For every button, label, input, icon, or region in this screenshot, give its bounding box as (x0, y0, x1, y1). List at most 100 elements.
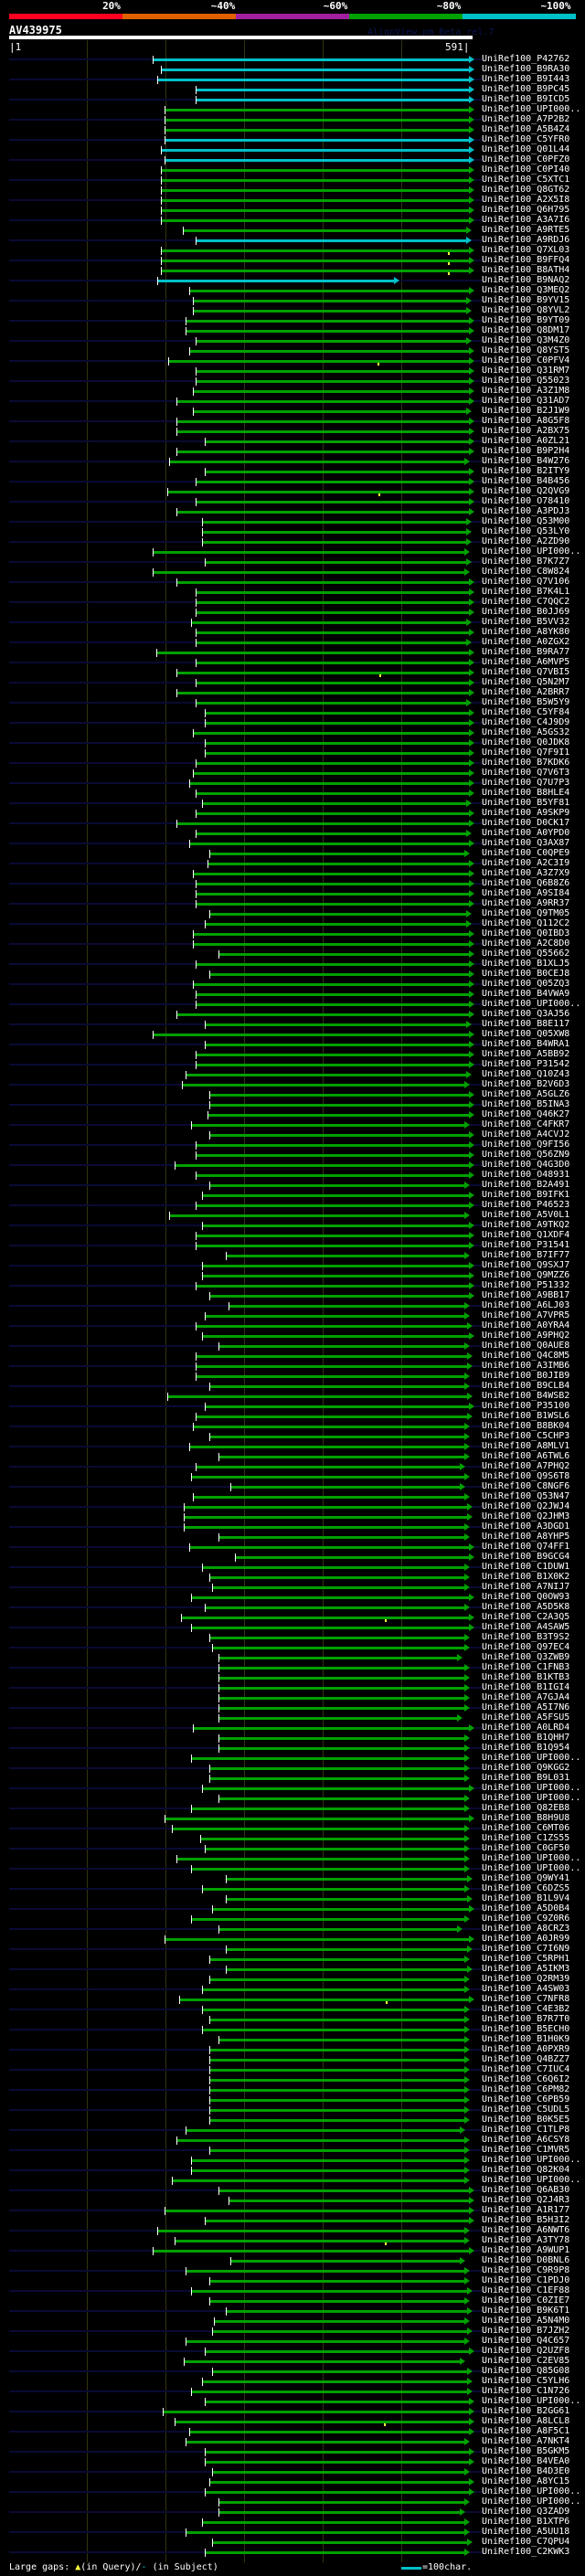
alignment-label-link[interactable]: UniRef100_Q2QVG9 (482, 486, 570, 496)
alignment-bar[interactable] (188, 1445, 464, 1448)
alignment-label-link[interactable]: UniRef100_B7K7Z7 (482, 557, 570, 567)
alignment-bar[interactable] (209, 1103, 469, 1107)
alignment-bar[interactable] (202, 1887, 464, 1891)
alignment-label-link[interactable]: UniRef100_Q2JHM3 (482, 1511, 570, 1521)
alignment-bar[interactable] (153, 550, 464, 554)
alignment-bar[interactable] (165, 1937, 469, 1941)
alignment-label-link[interactable]: UniRef100_A3DGD1 (482, 1521, 570, 1532)
alignment-bar[interactable] (230, 2259, 461, 2263)
alignment-label-link[interactable]: UniRef100_C2EV85 (482, 2356, 570, 2366)
alignment-bar[interactable] (202, 801, 467, 805)
alignment-bar[interactable] (171, 1827, 464, 1830)
alignment-bar[interactable] (195, 379, 469, 383)
alignment-label-link[interactable]: UniRef100_Q3AJ56 (482, 1009, 570, 1019)
alignment-bar[interactable] (193, 1495, 464, 1499)
alignment-bar[interactable] (209, 1133, 469, 1137)
alignment-label-link[interactable]: UniRef100_Q31RM7 (482, 366, 570, 376)
alignment-bar[interactable] (188, 1545, 469, 1549)
alignment-bar[interactable] (204, 1314, 464, 1318)
alignment-bar[interactable] (182, 1083, 464, 1087)
alignment-label-link[interactable]: UniRef100_B4W276 (482, 456, 570, 466)
alignment-label-link[interactable]: UniRef100_A7PHQ2 (482, 1461, 570, 1471)
alignment-bar[interactable] (176, 822, 469, 825)
alignment-bar[interactable] (214, 2319, 464, 2323)
alignment-label-link[interactable]: UniRef100_A1R177 (482, 2205, 570, 2215)
alignment-label-link[interactable]: UniRef100_Q8GT62 (482, 185, 570, 195)
alignment-label-link[interactable]: UniRef100_B9FFQ4 (482, 255, 570, 265)
alignment-bar[interactable] (176, 399, 469, 403)
alignment-bar[interactable] (209, 1977, 464, 1981)
alignment-label-link[interactable]: UniRef100_A8YHP5 (482, 1532, 570, 1542)
alignment-bar[interactable] (202, 1224, 469, 1227)
alignment-bar[interactable] (186, 319, 469, 323)
alignment-bar[interactable] (195, 500, 469, 504)
alignment-bar[interactable] (204, 2450, 469, 2454)
alignment-bar[interactable] (218, 2038, 464, 2041)
alignment-label-link[interactable]: UniRef100_C1EF88 (482, 2285, 570, 2295)
alignment-label-link[interactable]: UniRef100_UPI000.. (482, 2175, 581, 2185)
alignment-bar[interactable] (204, 1847, 464, 1850)
alignment-label-link[interactable]: UniRef100_Q2UZF8 (482, 2346, 570, 2356)
alignment-bar[interactable] (211, 1907, 469, 1911)
alignment-bar[interactable] (209, 2148, 464, 2152)
alignment-label-link[interactable]: UniRef100_Q2JWJ4 (482, 1501, 570, 1511)
alignment-bar[interactable] (195, 239, 467, 242)
alignment-bar[interactable] (195, 681, 469, 684)
alignment-bar[interactable] (193, 299, 467, 302)
alignment-label-link[interactable]: UniRef100_B1L9V4 (482, 1893, 570, 1903)
alignment-bar[interactable] (204, 2460, 469, 2464)
alignment-label-link[interactable]: UniRef100_A8F5C1 (482, 2426, 570, 2436)
alignment-label-link[interactable]: UniRef100_C7QQC2 (482, 597, 570, 607)
alignment-bar[interactable] (195, 1234, 469, 1237)
alignment-bar[interactable] (195, 832, 467, 835)
alignment-bar[interactable] (191, 620, 467, 624)
alignment-label-link[interactable]: UniRef100_A2C8D0 (482, 938, 570, 949)
alignment-label-link[interactable]: UniRef100_A0ZL21 (482, 436, 570, 446)
alignment-label-link[interactable]: UniRef100_Q7VBI5 (482, 667, 570, 677)
alignment-label-link[interactable]: UniRef100_Q7V6T3 (482, 768, 570, 778)
alignment-bar[interactable] (209, 2480, 469, 2484)
alignment-bar[interactable] (195, 1244, 469, 1247)
alignment-label-link[interactable]: UniRef100_C2KWK3 (482, 2547, 570, 2557)
alignment-bar[interactable] (153, 2249, 469, 2253)
alignment-label-link[interactable]: UniRef100_Q9FI56 (482, 1140, 570, 1150)
alignment-label-link[interactable]: UniRef100_C6Q6I2 (482, 2074, 570, 2084)
alignment-bar[interactable] (186, 1073, 467, 1076)
alignment-label-link[interactable]: UniRef100_A3Z7X9 (482, 868, 570, 878)
alignment-bar[interactable] (218, 1746, 464, 1750)
alignment-label-link[interactable]: UniRef100_A4CVJ2 (482, 1129, 570, 1140)
alignment-label-link[interactable]: UniRef100_B5H3I2 (482, 2215, 570, 2225)
alignment-bar[interactable] (204, 741, 469, 745)
alignment-label-link[interactable]: UniRef100_B8E117 (482, 1019, 570, 1029)
alignment-bar[interactable] (191, 1123, 464, 1127)
alignment-bar[interactable] (176, 429, 469, 433)
alignment-label-link[interactable]: UniRef100_D0BNL6 (482, 2255, 570, 2265)
alignment-label-link[interactable]: UniRef100_B2GG61 (482, 2406, 570, 2416)
alignment-label-link[interactable]: UniRef100_Q10Z43 (482, 1069, 570, 1079)
alignment-label-link[interactable]: UniRef100_B1IGI4 (482, 1682, 570, 1692)
alignment-label-link[interactable]: UniRef100_P31542 (482, 1059, 570, 1069)
alignment-bar[interactable] (218, 1706, 464, 1710)
alignment-bar[interactable] (195, 701, 467, 705)
alignment-bar[interactable] (209, 1766, 464, 1770)
alignment-bar[interactable] (169, 1214, 464, 1217)
alignment-bar[interactable] (218, 1716, 457, 1720)
alignment-label-link[interactable]: UniRef100_Q8YST5 (482, 345, 570, 355)
alignment-bar[interactable] (186, 2530, 464, 2534)
alignment-bar[interactable] (183, 2359, 461, 2363)
alignment-bar[interactable] (171, 2178, 464, 2182)
alignment-label-link[interactable]: UniRef100_O78410 (482, 496, 570, 506)
alignment-label-link[interactable]: UniRef100_UPI000.. (482, 999, 581, 1009)
alignment-bar[interactable] (195, 761, 469, 765)
alignment-bar[interactable] (209, 2018, 464, 2021)
alignment-label-link[interactable]: UniRef100_A3A7I6 (482, 215, 570, 225)
alignment-label-link[interactable]: UniRef100_B1H0K9 (482, 2034, 570, 2044)
alignment-bar[interactable] (195, 1364, 467, 1368)
alignment-bar[interactable] (191, 1867, 464, 1871)
alignment-label-link[interactable]: UniRef100_A5BB92 (482, 1049, 570, 1059)
alignment-bar[interactable] (202, 540, 467, 544)
alignment-label-link[interactable]: UniRef100_A8YK80 (482, 627, 570, 637)
alignment-label-link[interactable]: UniRef100_A5IKM3 (482, 1964, 570, 1974)
alignment-label-link[interactable]: UniRef100_A4SW03 (482, 1984, 570, 1994)
alignment-bar[interactable] (195, 1203, 469, 1207)
